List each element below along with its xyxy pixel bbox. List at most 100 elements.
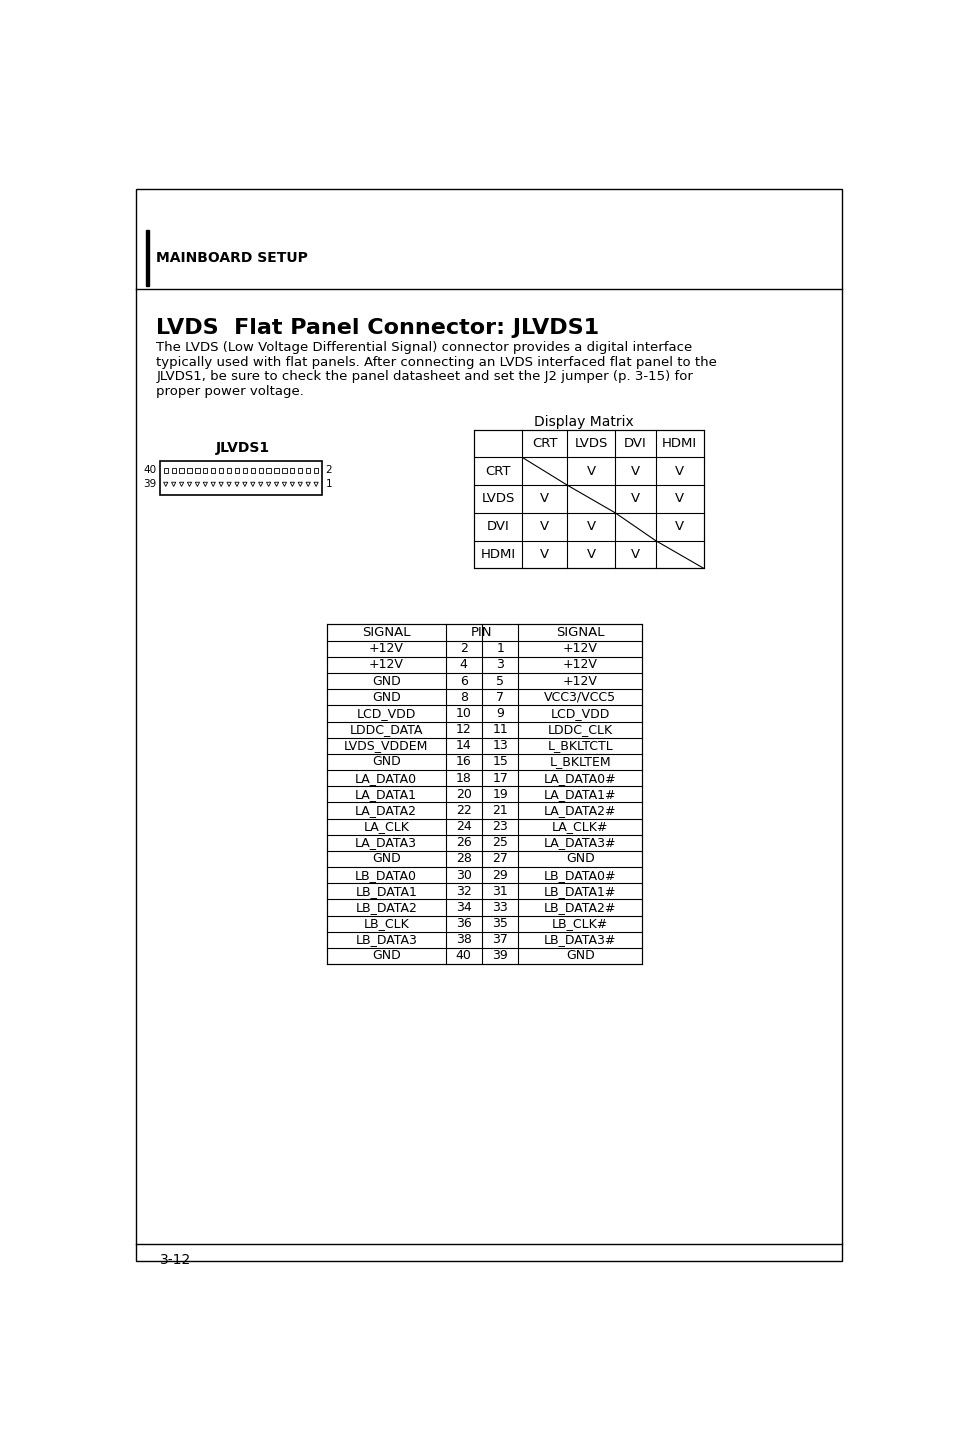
Text: 9: 9 bbox=[496, 707, 503, 720]
Bar bbox=[234, 468, 239, 472]
Text: 2: 2 bbox=[325, 465, 332, 475]
Text: V: V bbox=[630, 492, 639, 505]
Text: LVDS_VDDEM: LVDS_VDDEM bbox=[344, 740, 428, 753]
Text: V: V bbox=[630, 465, 639, 478]
Text: V: V bbox=[675, 465, 683, 478]
Text: LVDS: LVDS bbox=[574, 436, 607, 449]
Text: LA_DATA3: LA_DATA3 bbox=[355, 836, 416, 849]
Text: 8: 8 bbox=[459, 691, 467, 704]
Polygon shape bbox=[164, 482, 168, 487]
Text: JLVDS1, be sure to check the panel datasheet and set the J2 jumper (p. 3-15) for: JLVDS1, be sure to check the panel datas… bbox=[156, 371, 693, 384]
Bar bbox=[306, 468, 310, 472]
Bar bbox=[282, 468, 286, 472]
Bar bbox=[227, 468, 231, 472]
Text: LVDS  Flat Panel Connector: JLVDS1: LVDS Flat Panel Connector: JLVDS1 bbox=[156, 318, 598, 338]
Text: JLVDS1: JLVDS1 bbox=[216, 441, 270, 455]
Text: 29: 29 bbox=[492, 869, 508, 881]
Text: 36: 36 bbox=[456, 917, 471, 930]
Text: proper power voltage.: proper power voltage. bbox=[156, 385, 304, 398]
Bar bbox=[251, 468, 254, 472]
Polygon shape bbox=[172, 482, 175, 487]
Bar bbox=[266, 468, 271, 472]
Text: LA_DATA0: LA_DATA0 bbox=[355, 771, 416, 784]
Text: 3: 3 bbox=[496, 658, 503, 671]
Bar bbox=[327, 624, 641, 964]
Text: GND: GND bbox=[565, 949, 594, 963]
Text: LB_CLK: LB_CLK bbox=[363, 917, 409, 930]
Bar bbox=[474, 429, 703, 568]
Text: V: V bbox=[586, 548, 596, 561]
Polygon shape bbox=[242, 482, 247, 487]
Text: PIN: PIN bbox=[471, 627, 492, 640]
Text: 13: 13 bbox=[492, 740, 508, 753]
Text: 5: 5 bbox=[496, 674, 503, 687]
Text: 40: 40 bbox=[143, 465, 156, 475]
Text: 23: 23 bbox=[492, 820, 508, 833]
Text: 7: 7 bbox=[496, 691, 503, 704]
Polygon shape bbox=[306, 482, 310, 487]
Text: 4: 4 bbox=[459, 658, 467, 671]
Text: LDDC_DATA: LDDC_DATA bbox=[349, 723, 422, 736]
Text: LVDS: LVDS bbox=[481, 492, 515, 505]
Text: +12V: +12V bbox=[369, 643, 403, 655]
Text: LA_DATA0#: LA_DATA0# bbox=[543, 771, 616, 784]
Text: GND: GND bbox=[372, 853, 400, 866]
Text: LCD_VDD: LCD_VDD bbox=[550, 707, 609, 720]
Text: 27: 27 bbox=[492, 853, 508, 866]
Text: LCD_VDD: LCD_VDD bbox=[356, 707, 416, 720]
Text: LB_DATA0: LB_DATA0 bbox=[355, 869, 416, 881]
Text: 18: 18 bbox=[456, 771, 471, 784]
Text: LA_DATA1: LA_DATA1 bbox=[355, 787, 416, 801]
Text: VCC3/VCC5: VCC3/VCC5 bbox=[544, 691, 616, 704]
Polygon shape bbox=[274, 482, 278, 487]
Text: GND: GND bbox=[372, 949, 400, 963]
Polygon shape bbox=[187, 482, 192, 487]
Text: V: V bbox=[539, 548, 549, 561]
Text: GND: GND bbox=[565, 853, 594, 866]
Text: HDMI: HDMI bbox=[661, 436, 697, 449]
Polygon shape bbox=[290, 482, 294, 487]
Text: 22: 22 bbox=[456, 804, 471, 817]
Text: CRT: CRT bbox=[532, 436, 557, 449]
Text: 19: 19 bbox=[492, 787, 508, 801]
Text: 35: 35 bbox=[492, 917, 508, 930]
Text: The LVDS (Low Voltage Differential Signal) connector provides a digital interfac: The LVDS (Low Voltage Differential Signa… bbox=[156, 341, 692, 353]
Text: +12V: +12V bbox=[562, 674, 598, 687]
Bar bbox=[179, 468, 184, 472]
Bar bbox=[195, 468, 199, 472]
Bar bbox=[203, 468, 207, 472]
Text: 17: 17 bbox=[492, 771, 508, 784]
Polygon shape bbox=[179, 482, 184, 487]
Text: 15: 15 bbox=[492, 756, 508, 768]
Text: V: V bbox=[539, 492, 549, 505]
Text: 33: 33 bbox=[492, 902, 508, 914]
Text: 20: 20 bbox=[456, 787, 471, 801]
Text: V: V bbox=[675, 492, 683, 505]
Polygon shape bbox=[227, 482, 231, 487]
Text: 38: 38 bbox=[456, 933, 471, 946]
Text: 16: 16 bbox=[456, 756, 471, 768]
Text: LB_CLK#: LB_CLK# bbox=[552, 917, 608, 930]
Text: HDMI: HDMI bbox=[480, 548, 516, 561]
Text: 30: 30 bbox=[456, 869, 471, 881]
Text: LB_DATA2: LB_DATA2 bbox=[355, 902, 416, 914]
Text: 1: 1 bbox=[496, 643, 503, 655]
Text: LA_DATA1#: LA_DATA1# bbox=[543, 787, 616, 801]
Polygon shape bbox=[266, 482, 271, 487]
Bar bbox=[164, 468, 168, 472]
Bar bbox=[242, 468, 247, 472]
Text: V: V bbox=[675, 521, 683, 534]
Text: 3-12: 3-12 bbox=[159, 1252, 191, 1266]
Text: +12V: +12V bbox=[369, 658, 403, 671]
Text: 6: 6 bbox=[459, 674, 467, 687]
Text: LA_DATA3#: LA_DATA3# bbox=[543, 836, 616, 849]
Text: 26: 26 bbox=[456, 836, 471, 849]
Text: GND: GND bbox=[372, 691, 400, 704]
Polygon shape bbox=[314, 482, 318, 487]
Text: 10: 10 bbox=[456, 707, 471, 720]
Text: DVI: DVI bbox=[486, 521, 509, 534]
Text: 34: 34 bbox=[456, 902, 471, 914]
Text: SIGNAL: SIGNAL bbox=[556, 627, 604, 640]
Text: LDDC_CLK: LDDC_CLK bbox=[547, 723, 612, 736]
Text: 39: 39 bbox=[143, 479, 156, 489]
